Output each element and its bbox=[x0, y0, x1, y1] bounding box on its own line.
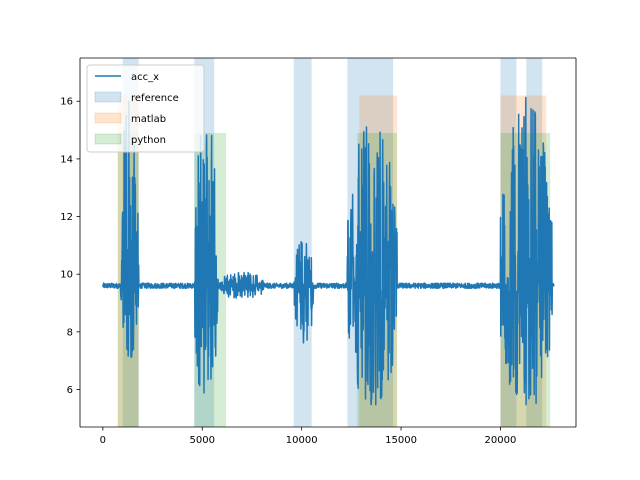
legend-label-python: python bbox=[131, 135, 166, 146]
x-tick-label-4: 20000 bbox=[485, 435, 517, 446]
x-tick-label-0: 0 bbox=[100, 435, 106, 446]
series-layer bbox=[102, 96, 555, 406]
y-tick-label-3: 12 bbox=[60, 212, 73, 223]
span-reference-2 bbox=[293, 58, 312, 427]
y-tick-label-1: 8 bbox=[67, 327, 73, 338]
y-axis: 6 8 10 12 14 16 bbox=[60, 97, 80, 396]
y-tick-label-4: 14 bbox=[60, 154, 73, 165]
legend-swatch-reference bbox=[94, 91, 122, 103]
axes-frame bbox=[79, 57, 577, 428]
legend-frame bbox=[86, 64, 205, 153]
x-axis: 0 5000 10000 15000 20000 bbox=[100, 427, 517, 446]
series-line-acc-x bbox=[102, 96, 555, 406]
plot-area: 0 5000 10000 15000 20000 6 8 10 12 14 16 acc_x re… bbox=[60, 57, 577, 446]
legend-label-reference: reference bbox=[131, 93, 179, 104]
legend: acc_x reference matlab python bbox=[86, 64, 205, 153]
y-tick-label-5: 16 bbox=[60, 97, 73, 108]
x-tick-label-2: 10000 bbox=[286, 435, 318, 446]
x-tick-label-1: 5000 bbox=[190, 435, 215, 446]
y-tick-label-0: 6 bbox=[67, 385, 73, 396]
legend-swatch-python bbox=[94, 133, 122, 145]
legend-swatch-matlab bbox=[94, 112, 122, 124]
x-tick-label-3: 15000 bbox=[385, 435, 417, 446]
legend-label-matlab: matlab bbox=[131, 114, 166, 125]
y-tick-label-2: 10 bbox=[60, 270, 73, 281]
legend-label-acc-x: acc_x bbox=[131, 72, 159, 83]
